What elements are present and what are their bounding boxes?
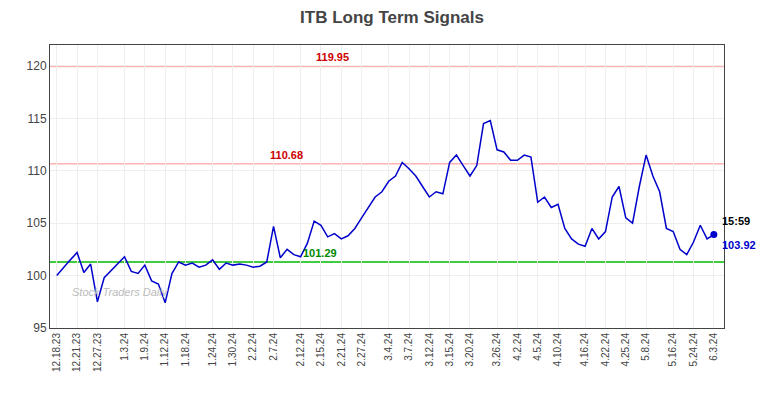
svg-text:12.18.23: 12.18.23 xyxy=(51,333,62,372)
svg-text:115: 115 xyxy=(27,112,46,126)
svg-text:120: 120 xyxy=(27,59,47,73)
svg-text:4.2.24: 4.2.24 xyxy=(512,333,523,361)
svg-text:2.7.24: 2.7.24 xyxy=(268,333,279,361)
svg-text:4.5.24: 4.5.24 xyxy=(532,333,543,361)
svg-text:1.18.24: 1.18.24 xyxy=(180,333,191,367)
svg-text:5.16.24: 5.16.24 xyxy=(667,333,678,367)
svg-text:3.15.24: 3.15.24 xyxy=(444,333,455,367)
svg-text:3.7.24: 3.7.24 xyxy=(403,333,414,361)
svg-text:3.20.24: 3.20.24 xyxy=(464,333,475,367)
svg-text:2.12.24: 2.12.24 xyxy=(295,333,306,367)
svg-text:1.30.24: 1.30.24 xyxy=(227,333,238,367)
svg-text:1.24.24: 1.24.24 xyxy=(207,333,218,367)
svg-text:103.92: 103.92 xyxy=(722,239,756,251)
svg-text:119.95: 119.95 xyxy=(316,51,349,63)
svg-text:ITB Long Term Signals: ITB Long Term Signals xyxy=(300,8,484,27)
svg-text:100: 100 xyxy=(27,269,47,283)
svg-text:2.15.24: 2.15.24 xyxy=(315,333,326,367)
svg-text:4.25.24: 4.25.24 xyxy=(620,333,631,367)
svg-text:2.2.24: 2.2.24 xyxy=(247,333,258,361)
svg-text:5.8.24: 5.8.24 xyxy=(640,333,651,361)
svg-text:3.26.24: 3.26.24 xyxy=(491,333,502,367)
svg-text:1.9.24: 1.9.24 xyxy=(139,333,150,361)
svg-text:6.3.24: 6.3.24 xyxy=(708,333,719,361)
svg-text:2.27.24: 2.27.24 xyxy=(356,333,367,367)
svg-text:1.12.24: 1.12.24 xyxy=(159,333,170,367)
svg-text:3.12.24: 3.12.24 xyxy=(424,333,435,367)
svg-text:105: 105 xyxy=(27,216,47,230)
svg-text:101.29: 101.29 xyxy=(303,247,337,259)
svg-text:Stock Traders Daily: Stock Traders Daily xyxy=(72,286,169,298)
svg-text:110: 110 xyxy=(27,164,46,178)
svg-text:15:59: 15:59 xyxy=(722,215,750,227)
svg-text:12.21.23: 12.21.23 xyxy=(71,333,82,372)
svg-text:4.16.24: 4.16.24 xyxy=(579,333,590,367)
svg-text:2.21.24: 2.21.24 xyxy=(336,333,347,367)
svg-text:1.3.24: 1.3.24 xyxy=(119,333,130,361)
svg-text:110.68: 110.68 xyxy=(270,149,303,161)
svg-text:95: 95 xyxy=(33,321,47,335)
svg-text:4.22.24: 4.22.24 xyxy=(600,333,611,367)
svg-text:12.27.23: 12.27.23 xyxy=(92,333,103,372)
svg-text:3.4.24: 3.4.24 xyxy=(383,333,394,361)
svg-text:4.10.24: 4.10.24 xyxy=(552,333,563,367)
svg-text:5.24.24: 5.24.24 xyxy=(688,333,699,367)
